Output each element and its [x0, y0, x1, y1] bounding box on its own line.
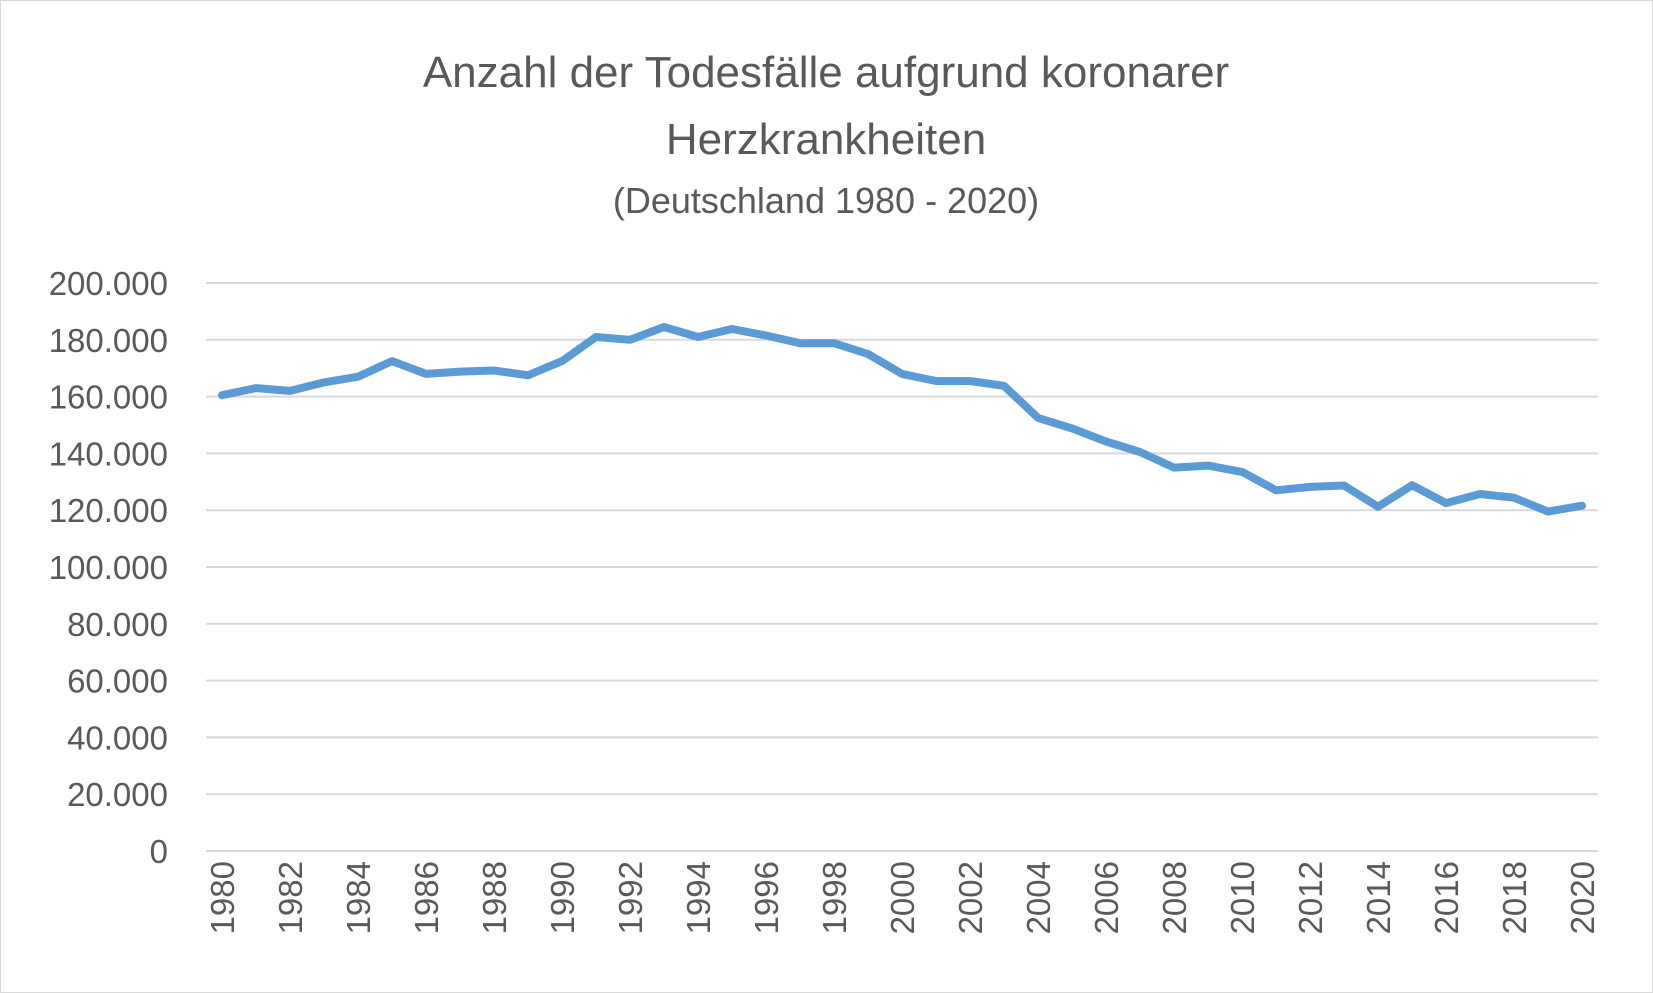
data-point — [898, 370, 906, 378]
data-point — [966, 377, 974, 385]
data-point — [1374, 503, 1382, 511]
x-tick-label: 1996 — [748, 861, 785, 934]
x-tick-label: 2014 — [1360, 861, 1397, 934]
y-tick-label: 0 — [150, 833, 168, 870]
data-point — [252, 384, 260, 392]
y-tick-label: 180.000 — [49, 322, 168, 359]
y-tick-label: 80.000 — [67, 606, 168, 643]
data-point — [558, 357, 566, 365]
data-point — [490, 367, 498, 375]
x-tick-label: 1982 — [272, 861, 309, 934]
y-tick-label: 40.000 — [67, 719, 168, 756]
x-tick-label: 1980 — [204, 861, 241, 934]
data-point — [1272, 486, 1280, 494]
data-point — [932, 377, 940, 385]
x-tick-label: 2006 — [1088, 861, 1125, 934]
data-point — [422, 370, 430, 378]
x-tick-label: 1986 — [408, 861, 445, 934]
data-point — [830, 339, 838, 347]
x-tick-label: 1988 — [476, 861, 513, 934]
data-point — [1034, 414, 1042, 422]
x-tick-label: 2004 — [1020, 861, 1057, 934]
y-tick-label: 200.000 — [49, 265, 168, 302]
x-tick-label: 2018 — [1496, 861, 1533, 934]
data-point — [1476, 490, 1484, 498]
y-tick-label: 140.000 — [49, 435, 168, 472]
x-tick-label: 1990 — [544, 861, 581, 934]
x-tick-label: 2002 — [952, 861, 989, 934]
data-point — [592, 333, 600, 341]
y-tick-label: 60.000 — [67, 663, 168, 700]
x-tick-label: 1998 — [816, 861, 853, 934]
y-tick-label: 120.000 — [49, 492, 168, 529]
data-point — [1068, 424, 1076, 432]
data-point — [354, 373, 362, 381]
y-tick-label: 20.000 — [67, 776, 168, 813]
x-tick-label: 2008 — [1156, 861, 1193, 934]
data-point — [456, 368, 464, 376]
data-point — [1136, 448, 1144, 456]
y-tick-label: 100.000 — [49, 549, 168, 586]
y-axis: 0 20.000 40.000 60.000 80.000 100.000 120.000 1… — [49, 265, 168, 870]
chart-title: Anzahl der Todesfälle aufgrund koronarer — [423, 48, 1229, 97]
data-point — [1238, 468, 1246, 476]
x-tick-label: 1984 — [340, 861, 377, 934]
data-point — [762, 332, 770, 340]
data-point — [1408, 481, 1416, 489]
data-point — [1306, 483, 1314, 491]
data-point — [1578, 502, 1586, 510]
data-point — [1102, 438, 1110, 446]
data-point — [524, 371, 532, 379]
data-point — [1170, 464, 1178, 472]
x-tick-label: 1992 — [612, 861, 649, 934]
data-point — [694, 333, 702, 341]
x-tick-label: 1994 — [680, 861, 717, 934]
gridlines — [206, 282, 1598, 852]
data-point — [796, 339, 804, 347]
x-tick-label: 2000 — [884, 861, 921, 934]
y-tick-label: 160.000 — [49, 379, 168, 416]
x-tick-label: 2020 — [1564, 861, 1601, 934]
x-tick-label: 2012 — [1292, 861, 1329, 934]
series-layer — [218, 323, 1586, 516]
x-axis: 1980 1982 1984 1986 1988 1990 1992 1994 1996 1998… — [204, 861, 1601, 934]
data-point — [218, 391, 226, 399]
data-point — [728, 325, 736, 333]
data-point — [1204, 462, 1212, 470]
data-point — [1340, 482, 1348, 490]
chart-subtitle: (Deutschland 1980 - 2020) — [613, 180, 1039, 221]
x-tick-label: 2010 — [1224, 861, 1261, 934]
data-point — [286, 387, 294, 395]
data-point — [1510, 494, 1518, 502]
chart-title-line2: Herzkrankheiten — [666, 115, 986, 164]
data-point — [1544, 508, 1552, 516]
data-point — [864, 350, 872, 358]
x-tick-label: 2016 — [1428, 861, 1465, 934]
series-line — [218, 323, 1586, 516]
data-point — [388, 357, 396, 365]
data-point — [1000, 382, 1008, 390]
data-point — [320, 378, 328, 386]
data-point — [1442, 499, 1450, 507]
data-point — [626, 336, 634, 344]
data-point — [660, 323, 668, 331]
